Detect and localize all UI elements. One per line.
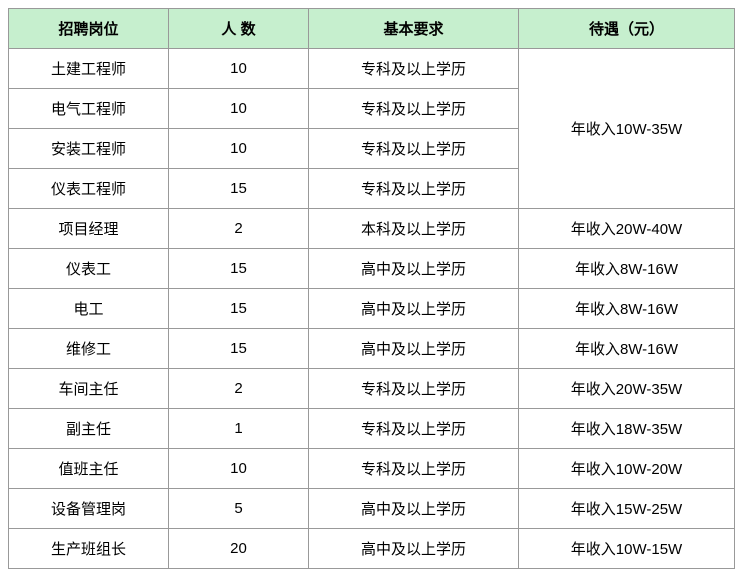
cell-requirement: 高中及以上学历 [309,489,519,529]
table-row: 设备管理岗 5 高中及以上学历 年收入15W-25W [9,489,735,529]
cell-count: 10 [169,49,309,89]
cell-count: 15 [169,169,309,209]
cell-position: 设备管理岗 [9,489,169,529]
table-row: 电工 15 高中及以上学历 年收入8W-16W [9,289,735,329]
cell-requirement: 专科及以上学历 [309,449,519,489]
cell-position: 项目经理 [9,209,169,249]
cell-position: 安装工程师 [9,129,169,169]
cell-position: 电工 [9,289,169,329]
cell-salary-merged: 年收入10W-35W [519,49,735,209]
header-count: 人 数 [169,9,309,49]
cell-position: 土建工程师 [9,49,169,89]
cell-requirement: 专科及以上学历 [309,49,519,89]
cell-requirement: 高中及以上学历 [309,249,519,289]
cell-count: 2 [169,209,309,249]
cell-position: 电气工程师 [9,89,169,129]
cell-salary: 年收入20W-40W [519,209,735,249]
table-row: 土建工程师 10 专科及以上学历 年收入10W-35W [9,49,735,89]
cell-count: 15 [169,329,309,369]
cell-position: 副主任 [9,409,169,449]
cell-salary: 年收入8W-16W [519,329,735,369]
cell-requirement: 高中及以上学历 [309,289,519,329]
cell-position: 维修工 [9,329,169,369]
cell-salary: 年收入8W-16W [519,249,735,289]
header-requirement: 基本要求 [309,9,519,49]
cell-requirement: 专科及以上学历 [309,89,519,129]
cell-count: 15 [169,289,309,329]
cell-requirement: 专科及以上学历 [309,409,519,449]
cell-requirement: 高中及以上学历 [309,329,519,369]
cell-count: 10 [169,129,309,169]
cell-requirement: 专科及以上学历 [309,129,519,169]
cell-salary: 年收入10W-20W [519,449,735,489]
cell-position: 车间主任 [9,369,169,409]
table-row: 项目经理 2 本科及以上学历 年收入20W-40W [9,209,735,249]
cell-requirement: 专科及以上学历 [309,169,519,209]
cell-salary: 年收入20W-35W [519,369,735,409]
cell-count: 1 [169,409,309,449]
cell-position: 仪表工程师 [9,169,169,209]
header-position: 招聘岗位 [9,9,169,49]
header-salary: 待遇（元） [519,9,735,49]
cell-salary: 年收入15W-25W [519,489,735,529]
cell-count: 2 [169,369,309,409]
cell-requirement: 专科及以上学历 [309,369,519,409]
cell-count: 10 [169,449,309,489]
table-row: 值班主任 10 专科及以上学历 年收入10W-20W [9,449,735,489]
cell-count: 5 [169,489,309,529]
cell-count: 15 [169,249,309,289]
cell-salary: 年收入8W-16W [519,289,735,329]
cell-salary: 年收入18W-35W [519,409,735,449]
cell-position: 值班主任 [9,449,169,489]
recruitment-table: 招聘岗位 人 数 基本要求 待遇（元） 土建工程师 10 专科及以上学历 年收入… [8,8,735,569]
cell-position: 仪表工 [9,249,169,289]
table-row: 维修工 15 高中及以上学历 年收入8W-16W [9,329,735,369]
cell-requirement: 本科及以上学历 [309,209,519,249]
table-body: 土建工程师 10 专科及以上学历 年收入10W-35W 电气工程师 10 专科及… [9,49,735,569]
table-row: 副主任 1 专科及以上学历 年收入18W-35W [9,409,735,449]
cell-count: 10 [169,89,309,129]
table-row: 车间主任 2 专科及以上学历 年收入20W-35W [9,369,735,409]
table-row: 仪表工 15 高中及以上学历 年收入8W-16W [9,249,735,289]
table-header-row: 招聘岗位 人 数 基本要求 待遇（元） [9,9,735,49]
